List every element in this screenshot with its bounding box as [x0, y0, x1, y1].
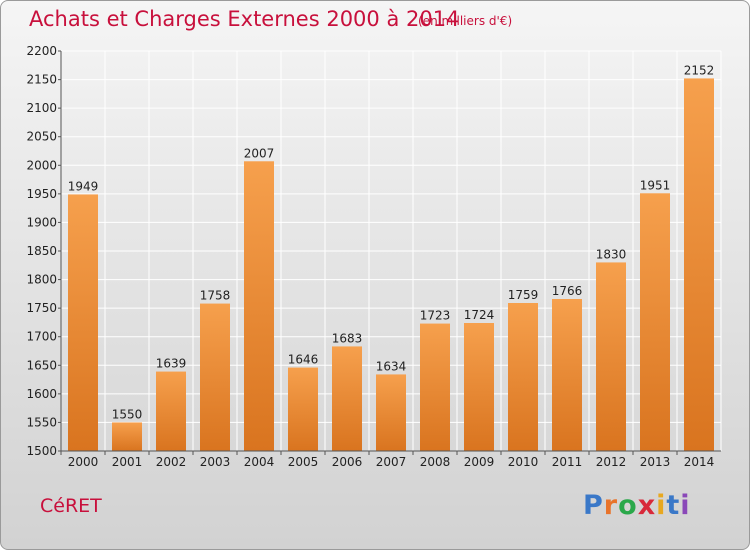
x-tick-label: 2008: [420, 455, 451, 469]
x-tick-label: 2002: [156, 455, 187, 469]
bar-2004: [244, 161, 274, 452]
x-tick-label: 2011: [552, 455, 583, 469]
x-tick-label: 2001: [112, 455, 143, 469]
data-label-2004: 2007: [244, 146, 275, 160]
data-label-2012: 1830: [596, 247, 627, 261]
x-tick-label: 2012: [596, 455, 627, 469]
bar-2000: [68, 194, 98, 451]
data-label-2010: 1759: [508, 288, 539, 302]
commune-name: CéRET: [40, 495, 102, 517]
data-labels: 1949 1550 1639 1758 2007 1646 1683 1634 1723 1724…: [68, 63, 715, 421]
brand-letter: x: [637, 490, 657, 521]
data-label-2011: 1766: [552, 284, 583, 298]
bar-2011: [552, 299, 582, 451]
x-tick-label: 2005: [288, 455, 319, 469]
y-tick-label: 2050: [26, 130, 57, 144]
y-tick-label: 1850: [26, 244, 57, 258]
y-tick-label: 1700: [26, 330, 57, 344]
y-tick-label: 1950: [26, 187, 57, 201]
y-tick-label: 1750: [26, 301, 57, 315]
y-tick-label: 2000: [26, 158, 57, 172]
bar-2006: [332, 346, 362, 451]
brand-letter: t: [666, 490, 681, 521]
x-tick-label: 2013: [640, 455, 671, 469]
x-tick-label: 2007: [376, 455, 407, 469]
brand-letter: P: [583, 490, 604, 521]
data-label-2014: 2152: [684, 63, 715, 77]
bar-2014: [684, 78, 714, 451]
data-label-2008: 1723: [420, 309, 451, 323]
bar-2003: [200, 303, 230, 451]
axes: 1500 1550 1600 1650 1700 1750 1800 1850 1900 1950…: [26, 44, 721, 469]
x-tick-label: 2009: [464, 455, 495, 469]
data-label-2002: 1639: [156, 357, 187, 371]
bar-2008: [420, 323, 450, 451]
data-label-2007: 1634: [376, 359, 407, 373]
bar-2001: [112, 422, 142, 451]
brand-letter: o: [618, 490, 638, 521]
brand-letter: i: [656, 490, 667, 521]
data-label-2013: 1951: [640, 178, 671, 192]
y-tick-label: 2150: [26, 73, 57, 87]
bar-2012: [596, 262, 626, 451]
proxiti-logo: Proxiti: [583, 490, 691, 521]
y-tick-label: 1900: [26, 215, 57, 229]
y-tick-label: 1500: [26, 444, 57, 458]
x-tick-label: 2003: [200, 455, 231, 469]
x-tick-label: 2014: [684, 455, 715, 469]
bars: [68, 78, 714, 452]
y-tick-label: 1600: [26, 387, 57, 401]
x-tick-label: 2004: [244, 455, 275, 469]
data-label-2000: 1949: [68, 179, 99, 193]
bar-2013: [640, 193, 670, 452]
data-label-2001: 1550: [112, 407, 143, 421]
brand-letter: r: [603, 490, 619, 521]
chart-title: Achats et Charges Externes 2000 à 2014: [29, 7, 460, 31]
y-tick-label: 1800: [26, 273, 57, 287]
bar-2005: [288, 367, 318, 451]
y-tick-label: 1550: [26, 415, 57, 429]
chart-unit: (en milliers d'€): [418, 14, 513, 28]
data-label-2005: 1646: [288, 353, 319, 367]
y-tick-label: 1650: [26, 358, 57, 372]
bar-2010: [508, 303, 538, 451]
data-label-2006: 1683: [332, 331, 363, 345]
bar-2007: [376, 374, 406, 451]
x-tick-label: 2010: [508, 455, 539, 469]
y-tick-label: 2100: [26, 101, 57, 115]
data-label-2003: 1758: [200, 289, 231, 303]
bar-2002: [156, 371, 186, 451]
x-tick-label: 2000: [68, 455, 99, 469]
brand-letter: i: [680, 490, 691, 521]
x-tick-label: 2006: [332, 455, 363, 469]
bar-2009: [464, 323, 494, 451]
data-label-2009: 1724: [464, 308, 495, 322]
y-tick-label: 2200: [26, 44, 57, 58]
